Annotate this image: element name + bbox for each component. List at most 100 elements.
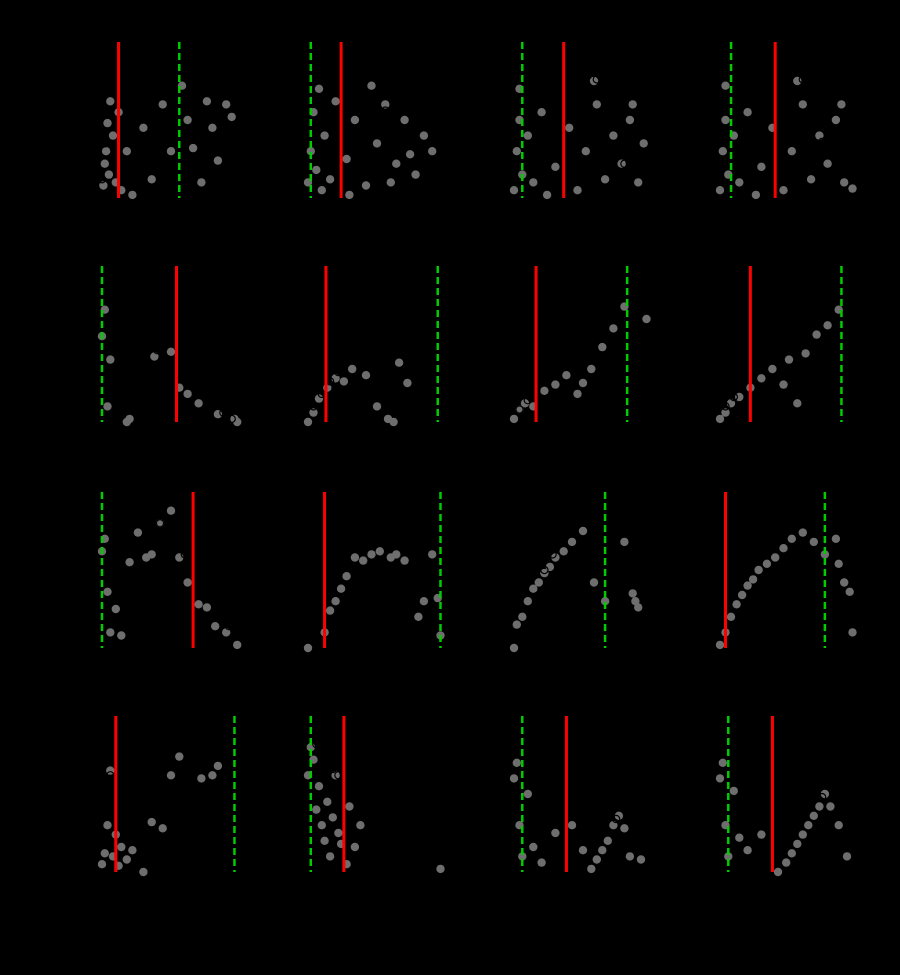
open-point xyxy=(172,540,181,550)
filled-point xyxy=(211,622,220,631)
filled-point xyxy=(628,100,637,109)
open-point xyxy=(359,78,368,87)
filled-point xyxy=(233,640,242,650)
open-point xyxy=(436,743,445,752)
filled-point xyxy=(636,855,646,864)
panel-r3c1 xyxy=(97,487,242,650)
open-point xyxy=(798,75,808,84)
open-point xyxy=(804,780,813,789)
open-point xyxy=(146,50,155,59)
open-point xyxy=(414,146,423,156)
panel-r1c2 xyxy=(303,42,445,200)
filled-point xyxy=(592,855,601,864)
open-point xyxy=(367,330,376,339)
filled-point xyxy=(787,147,796,156)
filled-point xyxy=(314,394,324,403)
filled-point xyxy=(718,147,727,156)
open-point xyxy=(765,47,774,56)
filled-point xyxy=(578,526,588,536)
open-point xyxy=(754,364,763,374)
open-point xyxy=(389,501,398,511)
open-point xyxy=(773,526,783,536)
open-point xyxy=(757,550,766,559)
filled-point xyxy=(331,771,340,780)
open-point xyxy=(820,289,830,299)
open-point xyxy=(743,68,752,78)
filled-point xyxy=(345,802,354,811)
filled-point xyxy=(101,147,111,156)
open-point xyxy=(197,389,206,399)
open-point xyxy=(726,733,736,743)
filled-point xyxy=(125,558,134,567)
open-point xyxy=(328,764,337,774)
open-point xyxy=(779,761,788,771)
filled-point xyxy=(183,578,192,587)
open-point xyxy=(139,62,148,72)
open-point xyxy=(573,764,582,774)
open-point xyxy=(526,47,535,56)
filled-point xyxy=(400,115,409,125)
open-point xyxy=(617,783,626,793)
open-point xyxy=(224,622,234,631)
filled-point xyxy=(512,758,521,767)
filled-point xyxy=(589,578,599,587)
open-point xyxy=(587,500,596,509)
filled-point xyxy=(743,581,752,590)
open-point xyxy=(123,311,133,321)
open-point xyxy=(400,293,409,302)
open-point xyxy=(823,774,832,783)
open-point xyxy=(228,65,238,75)
filled-point xyxy=(815,802,824,811)
filled-point xyxy=(581,147,590,156)
filled-point xyxy=(403,378,412,388)
filled-point xyxy=(715,640,725,650)
open-point xyxy=(394,758,404,768)
filled-point xyxy=(732,600,741,609)
open-point xyxy=(417,821,426,830)
filled-point xyxy=(826,802,835,811)
filled-point xyxy=(309,408,318,417)
open-point xyxy=(392,302,401,311)
filled-point xyxy=(139,867,148,877)
filled-point xyxy=(573,389,582,399)
panel-r1c1 xyxy=(97,37,238,200)
open-point xyxy=(417,277,426,286)
panel-r4c4 xyxy=(715,716,852,877)
open-point xyxy=(119,62,129,72)
open-point xyxy=(334,367,343,377)
open-point xyxy=(573,515,582,525)
open-point xyxy=(806,90,816,100)
filled-point xyxy=(848,184,857,193)
open-point xyxy=(721,402,730,411)
filled-point xyxy=(197,178,206,187)
filled-point xyxy=(394,358,404,367)
open-point xyxy=(729,392,739,402)
filled-point xyxy=(323,797,332,806)
open-point xyxy=(589,321,599,330)
filled-point xyxy=(386,178,395,187)
filled-point xyxy=(103,402,112,411)
filled-point xyxy=(392,550,401,559)
filled-point xyxy=(598,846,607,855)
open-point xyxy=(422,490,431,500)
open-point xyxy=(152,346,162,355)
open-point xyxy=(359,339,368,349)
panel-r3c2 xyxy=(303,487,445,653)
open-point xyxy=(334,771,343,780)
filled-point xyxy=(128,846,137,855)
filled-point xyxy=(111,604,121,614)
filled-point xyxy=(735,833,744,842)
open-point xyxy=(620,134,629,143)
open-point xyxy=(531,62,541,72)
open-point xyxy=(556,749,566,758)
open-point xyxy=(325,50,335,59)
open-point xyxy=(348,65,357,75)
open-point xyxy=(598,796,607,805)
panel-r4c3 xyxy=(509,716,646,874)
filled-point xyxy=(306,147,315,156)
open-point xyxy=(147,755,156,764)
open-point xyxy=(216,606,225,615)
open-point xyxy=(754,743,763,752)
filled-point xyxy=(334,828,343,838)
open-point xyxy=(108,59,118,69)
